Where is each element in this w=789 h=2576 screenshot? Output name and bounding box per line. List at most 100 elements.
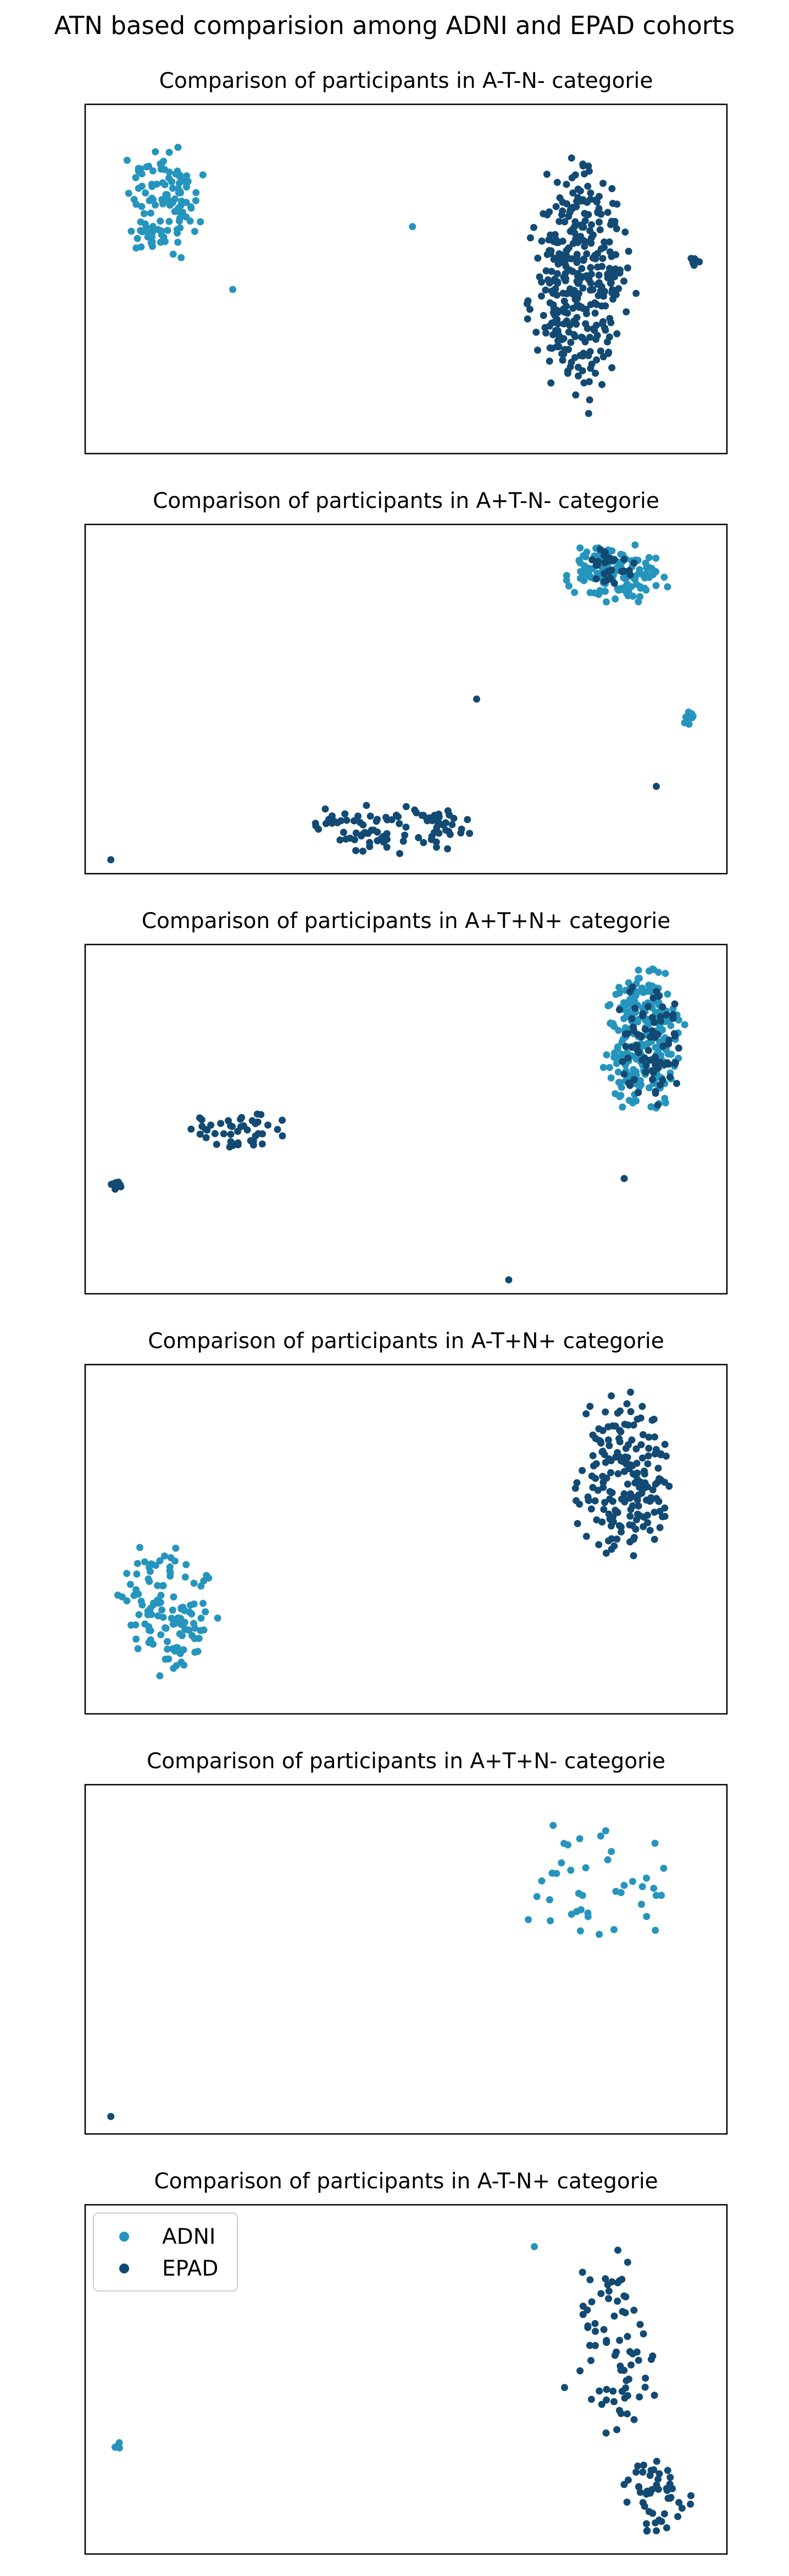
adni-point [137, 227, 145, 234]
epad-point [594, 263, 602, 271]
adni-point [141, 220, 149, 228]
adni-point [648, 982, 656, 990]
adni-point [177, 189, 184, 197]
adni-point [606, 1064, 613, 1071]
epad-point [621, 228, 629, 236]
epad-point [623, 2377, 630, 2384]
adni-point [634, 1018, 642, 1026]
epad-point [630, 1552, 637, 1560]
epad-point [644, 1452, 652, 1460]
epad-point [572, 235, 580, 243]
epad-point [561, 218, 569, 226]
epad-point [370, 826, 377, 834]
epad-point [627, 1388, 635, 1396]
adni-point [190, 1619, 197, 1627]
epad-point [566, 363, 574, 371]
epad-point [640, 1523, 647, 1530]
adni-point [586, 565, 594, 573]
adni-point [620, 1015, 627, 1022]
epad-point [579, 334, 586, 342]
adni-point [164, 227, 171, 234]
adni-point [159, 1582, 166, 1590]
epad-point [645, 2508, 653, 2516]
epad-point [604, 209, 612, 216]
epad-point [343, 817, 351, 824]
adni-point [547, 1917, 554, 1925]
epad-point [633, 1516, 641, 1523]
epad-point [595, 1541, 603, 1549]
adni-point [651, 1840, 659, 1847]
epad-point [321, 805, 329, 813]
epad-point [610, 273, 618, 281]
epad-point [630, 2306, 638, 2314]
adni-point [577, 568, 584, 575]
adni-point [629, 1099, 636, 1107]
epad-point [420, 839, 427, 846]
epad-point [445, 828, 453, 835]
adni-point [214, 1614, 221, 1622]
adni-point [135, 1590, 142, 1598]
adni-point [174, 143, 182, 151]
epad-point [651, 1450, 659, 1458]
adni-point [191, 1635, 198, 1642]
adni-point [167, 1554, 175, 1562]
epad-point [614, 2279, 621, 2287]
epad-point [457, 829, 465, 837]
adni-point [181, 1625, 189, 1633]
epad-point [620, 1070, 628, 1078]
epad-point [579, 284, 587, 292]
axes-frame [84, 103, 728, 455]
scatter-points [112, 2243, 694, 2535]
epad-point [635, 1502, 642, 1510]
adni-point [168, 198, 176, 205]
adni-point [174, 238, 182, 246]
adni-point [560, 1840, 568, 1847]
epad-point [442, 819, 449, 826]
epad-point [648, 1014, 656, 1021]
subplot-6: Comparison of participants in A-T-N+ cat… [84, 2169, 728, 2555]
adni-point [533, 1893, 541, 1901]
epad-point [601, 559, 609, 567]
epad-point [638, 1454, 646, 1462]
adni-point [165, 149, 173, 156]
epad-point [526, 234, 534, 242]
adni-point [123, 1597, 131, 1605]
adni-point [130, 195, 138, 203]
adni-point [158, 164, 165, 171]
adni-point [145, 163, 153, 170]
adni-point [623, 580, 631, 588]
adni-point [205, 1574, 213, 1582]
adni-point [184, 177, 192, 185]
epad-point [582, 1533, 590, 1540]
epad-point [592, 2342, 599, 2349]
adni-point [579, 1892, 586, 1899]
epad-point [595, 219, 603, 226]
epad-point [653, 2457, 660, 2465]
legend-marker-epad [119, 2264, 129, 2273]
epad-point [609, 1497, 616, 1505]
adni-point [147, 239, 155, 247]
epad-point [614, 2247, 621, 2254]
epad-point [426, 814, 434, 822]
adni-point [147, 1627, 154, 1634]
epad-point [612, 265, 619, 273]
epad-point [630, 2416, 638, 2423]
adni-point [149, 167, 157, 175]
epad-point [203, 1126, 211, 1134]
adni-point [162, 1624, 170, 1632]
epad-point [666, 1073, 674, 1081]
epad-point [635, 1089, 642, 1097]
axes-frame [84, 1364, 728, 1715]
adni-point [190, 1579, 198, 1587]
epad-point [626, 1521, 634, 1529]
epad-point [657, 1450, 665, 1457]
epad-point [616, 1006, 623, 1014]
adni-point [647, 572, 654, 579]
epad-point [625, 1079, 632, 1087]
epad-point [634, 2462, 642, 2470]
epad-point [640, 2330, 647, 2338]
epad-point [641, 1026, 649, 1033]
epad-point [587, 189, 594, 197]
adni-point [170, 1593, 177, 1601]
